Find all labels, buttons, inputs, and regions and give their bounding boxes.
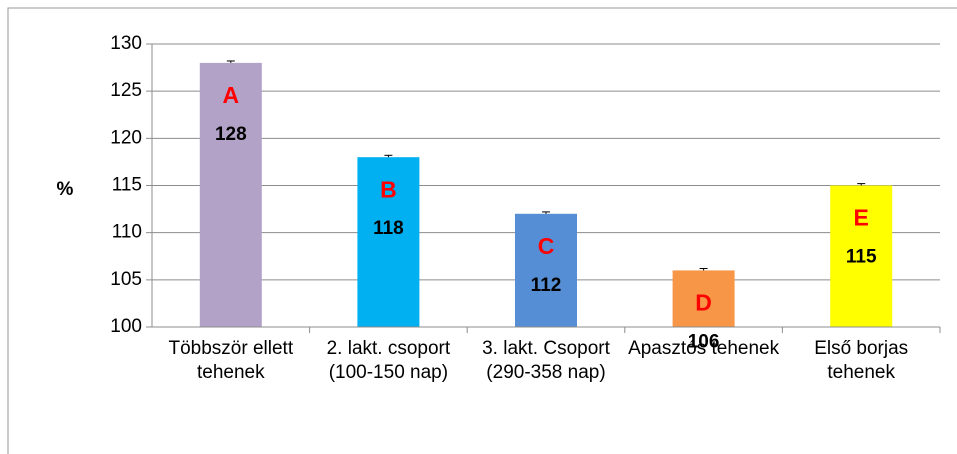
y-tick-label: 120 xyxy=(110,127,142,148)
y-tick-label: 115 xyxy=(112,175,142,196)
group-letter: C xyxy=(538,233,555,259)
x-tick-label-box: Apasztós tehenek xyxy=(628,338,780,359)
value-label: 115 xyxy=(846,247,877,268)
chart-frame xyxy=(7,7,957,454)
bar xyxy=(672,270,735,327)
group-letter: B xyxy=(380,176,397,202)
x-tick-label: Apasztós tehenek xyxy=(628,338,780,359)
x-tick-label-box: Első borjas tehenek xyxy=(814,338,909,383)
group-letter: E xyxy=(854,205,869,231)
value-label: 128 xyxy=(215,124,247,145)
y-axis-label: % xyxy=(57,179,74,200)
x-tick-label: 2. lakt. csoport (100-150 nap) xyxy=(326,338,451,383)
bar xyxy=(357,157,420,327)
x-tick-label: Többször ellett tehenek xyxy=(168,338,294,383)
group-letter: D xyxy=(695,289,712,315)
x-tick-label-box: 2. lakt. csoport (100-150 nap) xyxy=(326,338,451,383)
value-label: 112 xyxy=(531,275,562,296)
y-tick-label: 125 xyxy=(110,80,142,101)
value-label: 118 xyxy=(373,218,404,239)
bar xyxy=(199,62,262,327)
x-tick-label-box: 3. lakt. Csoport (290-358 nap) xyxy=(482,338,610,383)
y-tick-label: 130 xyxy=(110,33,142,54)
y-tick-label: 100 xyxy=(110,316,142,337)
bar xyxy=(830,185,893,327)
bar xyxy=(515,213,577,327)
y-tick-label: 105 xyxy=(110,269,142,290)
x-tick-label: Első borjas tehenek xyxy=(814,338,909,383)
x-tick-label-box: Többször ellett tehenek xyxy=(168,338,294,383)
group-letter: A xyxy=(222,82,239,108)
x-tick-label: 3. lakt. Csoport (290-358 nap) xyxy=(482,338,610,383)
value-label: 106 xyxy=(688,331,720,352)
y-tick-label: 110 xyxy=(112,222,142,243)
